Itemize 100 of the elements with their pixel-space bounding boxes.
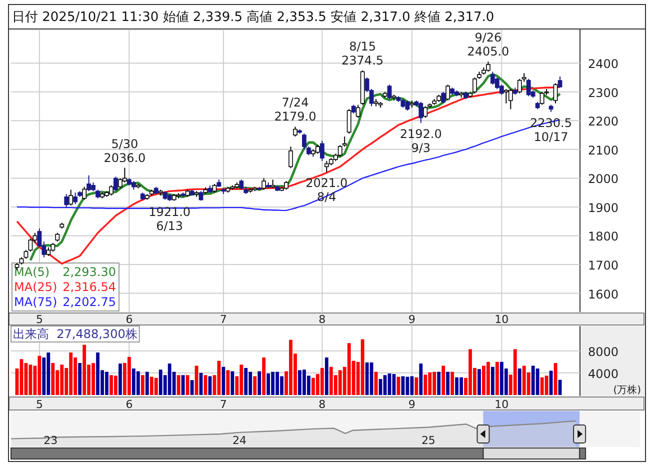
candlestick <box>508 88 513 110</box>
bar <box>51 362 55 395</box>
bar <box>118 364 122 395</box>
candlestick <box>356 104 360 118</box>
bar <box>442 366 446 395</box>
candlestick <box>553 82 558 104</box>
bar <box>401 376 405 395</box>
bar <box>437 372 441 395</box>
bar <box>136 371 140 395</box>
bar <box>217 360 221 395</box>
y-tick-label: 1700 <box>588 258 619 273</box>
series-label: MA(5) <box>14 265 50 279</box>
x-tick-label: 8 <box>318 313 326 326</box>
y-tick-label: 1900 <box>588 200 619 215</box>
y-tick-label: 2000 <box>588 172 619 186</box>
bar <box>222 366 226 395</box>
bar <box>414 377 418 395</box>
candlestick <box>64 194 69 208</box>
y-tick-label: 2100 <box>588 143 619 158</box>
chart-title: 日付 2025/10/21 11:30 始値 2,339.5 高値 2,353.5 安値 2,317.0 終値 2,317.0 <box>12 9 494 25</box>
annotation: 2192.0 9/3 <box>400 126 442 155</box>
bar <box>258 371 262 395</box>
candlestick <box>114 176 118 192</box>
bar <box>127 356 131 395</box>
bar <box>226 370 230 395</box>
candlestick <box>28 238 33 252</box>
text: MA(75) <box>14 295 58 309</box>
candlestick <box>387 84 392 100</box>
bar <box>266 373 270 395</box>
bar <box>38 356 42 395</box>
y-tick-label: 2300 <box>588 86 619 100</box>
x-tick-label: 7 <box>220 313 227 326</box>
bar <box>320 368 324 395</box>
x-tick-label: 5 <box>36 398 43 411</box>
y-tick-label: 4000 <box>588 366 619 381</box>
bar <box>424 374 428 395</box>
y-tick-label: 8000 <box>588 344 619 359</box>
annotation: 5/30 2036.0 <box>104 136 146 165</box>
series-label: MA(25) <box>14 280 58 294</box>
candlestick <box>73 192 78 205</box>
annotation: 2,293.30 <box>62 265 116 279</box>
chart-title: 出来高 27,488,300株 <box>13 327 138 341</box>
x-tick-label: 23 <box>44 434 58 447</box>
bar <box>253 376 257 395</box>
bar <box>419 364 423 395</box>
candlestick <box>198 190 204 202</box>
candlestick <box>82 186 87 200</box>
candlestick <box>540 91 544 106</box>
candlestick <box>320 140 324 162</box>
candlestick <box>262 178 266 190</box>
bar <box>154 378 158 395</box>
y-tick-label: 2400 <box>588 57 619 72</box>
bar <box>324 357 328 395</box>
annotation: 7/24 2179.0 <box>274 96 316 124</box>
y-tick-label: 1800 <box>588 230 619 244</box>
bar <box>140 375 144 395</box>
bar <box>82 344 86 395</box>
annotation: 2,202.75 <box>62 295 116 309</box>
bar <box>446 372 450 395</box>
candlestick <box>446 84 450 101</box>
candlestick <box>239 179 244 190</box>
annotation: 8/15 2374.5 <box>342 39 384 68</box>
candlestick <box>288 146 293 169</box>
x-tick-label: 6 <box>126 313 133 326</box>
x-tick-label: 24 <box>232 434 247 447</box>
x-tick-label: 25 <box>421 434 436 447</box>
x-tick-label: 9 <box>408 398 416 411</box>
candlestick <box>346 108 352 134</box>
bar <box>176 375 180 395</box>
y-tick-label: 2200 <box>588 114 619 129</box>
bar <box>262 357 266 395</box>
annotation: 9/26 2405.0 <box>467 30 510 59</box>
bar <box>450 372 454 395</box>
candlestick <box>558 76 562 88</box>
x-tick-label: 5 <box>36 313 43 326</box>
bar <box>478 369 481 395</box>
bar <box>536 368 540 395</box>
x-tick-label: 8 <box>318 398 326 411</box>
bar <box>513 349 517 395</box>
candlestick <box>68 189 74 206</box>
annotation: 2,316.54 <box>62 280 116 294</box>
bar <box>230 371 234 395</box>
x-tick-label: 10 <box>494 398 509 411</box>
bar <box>490 366 494 395</box>
x-tick-label: 6 <box>126 398 133 411</box>
candlestick <box>441 91 446 104</box>
x-tick-label: 9 <box>408 313 416 326</box>
y-axis-title: (万株) <box>613 384 642 396</box>
annotation: 1921.0 6/13 <box>148 204 191 233</box>
bar <box>244 368 248 395</box>
bar <box>495 362 499 395</box>
bar <box>78 362 82 395</box>
candlestick <box>293 126 298 137</box>
bar <box>518 368 522 395</box>
bar <box>396 376 400 395</box>
x-tick-label: 7 <box>220 398 227 411</box>
x-tick-label: 10 <box>494 313 509 326</box>
y-tick-label: 1600 <box>588 287 619 302</box>
candlestick <box>423 106 428 118</box>
bar <box>145 372 149 395</box>
